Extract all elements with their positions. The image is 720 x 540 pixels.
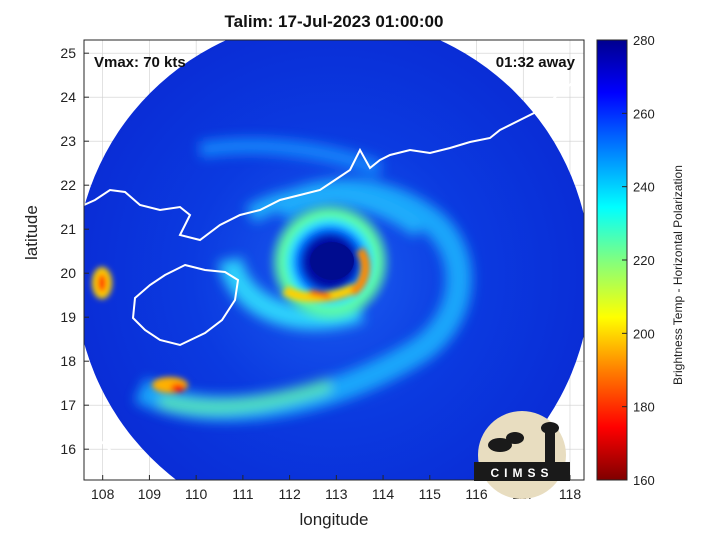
axes-box (83, 39, 585, 481)
x-tick-label: 109 (138, 486, 162, 502)
y-tick-label: 17 (60, 397, 76, 413)
colorbar-tick-label: 220 (633, 253, 655, 268)
eyewall-convection-east (349, 247, 370, 296)
x-tick-label: 113 (325, 486, 348, 502)
storm-eye (310, 242, 354, 280)
vietnam-coastline (84, 424, 136, 480)
satellite-dish-icon (488, 438, 512, 452)
colorbar-tick-label: 260 (633, 106, 655, 121)
y-tick-label: 16 (60, 441, 76, 457)
colorbar-label: Brightness Temp - Horizontal Polarizatio… (671, 165, 685, 385)
colorbar-tick-label: 180 (633, 400, 655, 415)
microwave-imagery (84, 40, 584, 480)
x-axis-label: longitude (299, 510, 369, 529)
x-tick-label: 114 (372, 486, 395, 502)
y-tick-label: 21 (60, 221, 76, 237)
y-tick-label: 19 (60, 309, 76, 325)
y-tick-label: 18 (60, 353, 76, 369)
colorbar-tick-label: 200 (633, 326, 655, 341)
y-tick-label: 24 (60, 89, 76, 105)
cimss-logo: CIMSS (474, 411, 570, 499)
y-tick-label: 20 (60, 265, 76, 281)
colorbar-tick-label: 280 (633, 33, 655, 48)
x-tick-label: 112 (278, 486, 301, 502)
y-axis-ticks: 16 17 18 19 20 21 22 23 24 25 (60, 45, 89, 457)
time-away-annotation: 01:32 away (496, 54, 576, 71)
southern-rainband (157, 378, 333, 415)
x-tick-label: 116 (465, 486, 488, 502)
mainland-coastline (84, 71, 581, 242)
colorbar-ticks: 160 180 200 220 240 260 280 (622, 33, 655, 488)
y-tick-label: 25 (60, 45, 76, 61)
logo-text: CIMSS (490, 466, 553, 480)
y-tick-label: 22 (60, 177, 76, 193)
coastal-convection (198, 138, 383, 178)
x-tick-label: 108 (91, 486, 115, 502)
figure-title: Talim: 17-Jul-2023 01:00:00 (224, 12, 444, 31)
colorbar-tick-label: 160 (633, 473, 655, 488)
x-tick-label: 118 (559, 486, 582, 502)
vmax-annotation: Vmax: 70 kts (94, 54, 186, 71)
x-tick-label: 111 (232, 486, 253, 502)
x-tick-label: 115 (419, 486, 442, 502)
eyewall-convection-south (282, 283, 358, 303)
y-tick-label: 23 (60, 133, 76, 149)
water-tower-icon (545, 425, 555, 462)
hainan-island-outline (131, 263, 240, 347)
x-tick-label: 110 (185, 486, 208, 502)
coastlines (84, 71, 581, 480)
y-axis-label: latitude (22, 205, 41, 260)
deep-convection-core (309, 289, 331, 299)
colorbar-tick-label: 240 (633, 180, 655, 195)
